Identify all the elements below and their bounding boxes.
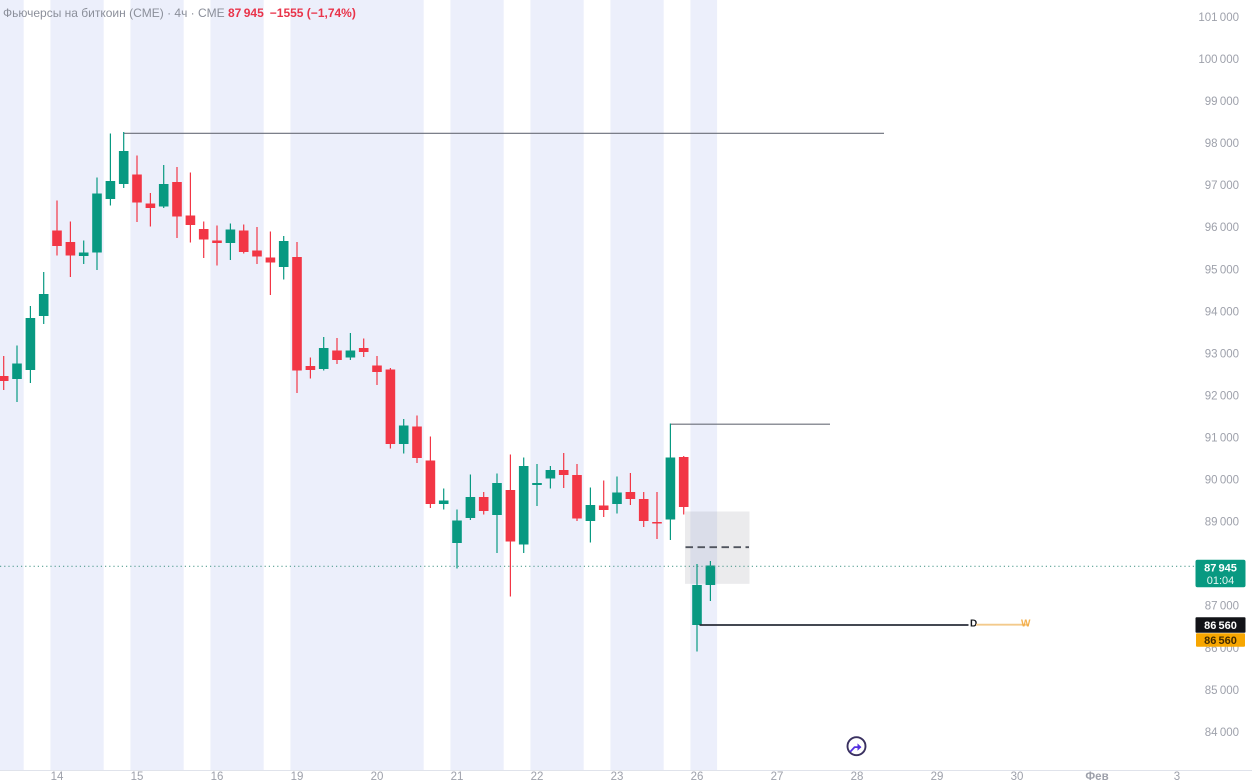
svg-text:94 000: 94 000 bbox=[1205, 306, 1239, 318]
svg-text:Фьючерсы на биткоин (CME) · 4ч: Фьючерсы на биткоин (CME) · 4ч · CME bbox=[3, 6, 225, 20]
svg-text:21: 21 bbox=[451, 771, 464, 783]
svg-text:30: 30 bbox=[1011, 771, 1024, 783]
svg-text:84 000: 84 000 bbox=[1205, 727, 1239, 739]
svg-text:91 000: 91 000 bbox=[1205, 433, 1239, 445]
svg-text:20: 20 bbox=[371, 771, 384, 783]
svg-text:101 000: 101 000 bbox=[1198, 12, 1239, 24]
svg-text:22: 22 bbox=[531, 771, 544, 783]
svg-text:15: 15 bbox=[131, 771, 144, 783]
svg-text:96 000: 96 000 bbox=[1205, 222, 1239, 234]
svg-text:87 945: 87 945 bbox=[1204, 563, 1237, 575]
svg-text:100 000: 100 000 bbox=[1198, 54, 1239, 66]
svg-text:86 560: 86 560 bbox=[1204, 620, 1237, 632]
svg-text:93 000: 93 000 bbox=[1205, 348, 1239, 360]
svg-text:3: 3 bbox=[1174, 771, 1180, 783]
svg-text:99 000: 99 000 bbox=[1205, 96, 1239, 108]
svg-text:26: 26 bbox=[691, 771, 704, 783]
svg-text:97 000: 97 000 bbox=[1205, 180, 1239, 192]
svg-text:29: 29 bbox=[931, 771, 944, 783]
svg-text:19: 19 bbox=[291, 771, 304, 783]
svg-text:27: 27 bbox=[771, 771, 784, 783]
svg-text:87 000: 87 000 bbox=[1205, 601, 1239, 613]
svg-text:Фев: Фев bbox=[1085, 771, 1108, 783]
svg-text:16: 16 bbox=[211, 771, 224, 783]
svg-text:14: 14 bbox=[51, 771, 64, 783]
svg-text:01:04: 01:04 bbox=[1207, 575, 1235, 587]
svg-text:28: 28 bbox=[851, 771, 864, 783]
svg-text:95 000: 95 000 bbox=[1205, 264, 1239, 276]
svg-text:W: W bbox=[1021, 618, 1031, 629]
svg-text:86 560: 86 560 bbox=[1204, 635, 1237, 647]
svg-text:85 000: 85 000 bbox=[1205, 685, 1239, 697]
svg-text:92 000: 92 000 bbox=[1205, 390, 1239, 402]
svg-text:98 000: 98 000 bbox=[1205, 138, 1239, 150]
svg-text:23: 23 bbox=[611, 771, 624, 783]
svg-text:D: D bbox=[970, 618, 977, 629]
svg-text:90 000: 90 000 bbox=[1205, 475, 1239, 487]
svg-text:89 000: 89 000 bbox=[1205, 517, 1239, 529]
svg-text:87 945 −1555 (−1,74%): 87 945 −1555 (−1,74%) bbox=[228, 6, 356, 20]
